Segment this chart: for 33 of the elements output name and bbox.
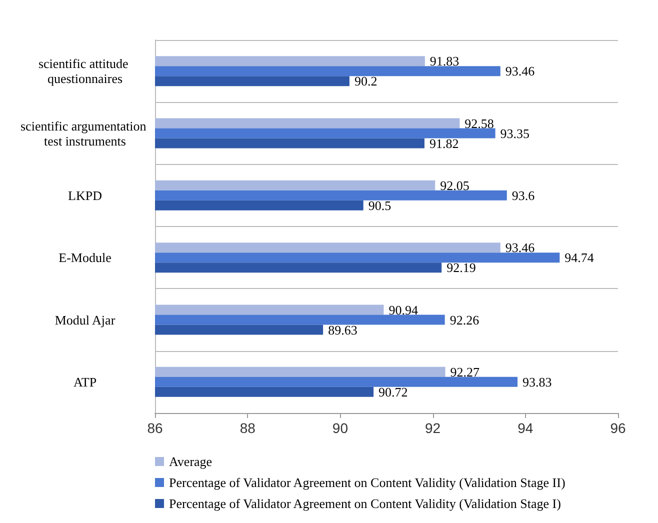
- data-label: 92.26: [450, 312, 480, 328]
- y-tick-label: LKPD: [68, 188, 102, 203]
- x-tick-label: 86: [147, 420, 163, 436]
- data-label: 93.35: [500, 126, 530, 141]
- data-label: 90.72: [378, 384, 408, 400]
- data-label: 93.83: [522, 374, 552, 390]
- data-label: 93.6: [512, 188, 536, 203]
- x-tick-label: 94: [518, 420, 534, 436]
- x-tick-label: 88: [240, 420, 256, 436]
- data-label: 94.74: [564, 250, 594, 266]
- y-tick-label: Modul Ajar: [54, 312, 116, 328]
- data-label: 92.58: [464, 116, 494, 131]
- data-label: 92.05: [440, 178, 470, 193]
- x-tick-label: 92: [425, 420, 441, 436]
- data-label: 93.46: [505, 240, 536, 256]
- x-tick-label: 96: [610, 420, 626, 436]
- data-label: 90.94: [388, 302, 418, 318]
- data-label: 93.46: [505, 64, 536, 79]
- data-label: 89.63: [328, 322, 358, 338]
- data-label: 90.2: [354, 74, 378, 89]
- y-tick-label: scientific argumentation test instruments: [20, 118, 150, 148]
- legend-label: Percentage of Validator Agreement on Content Validity (Validation Stage II): [169, 475, 566, 490]
- y-tick-label: E-Module: [58, 250, 112, 266]
- x-tick-label: 90: [332, 420, 348, 436]
- legend-label: Percentage of Validator Agreement on Content Validity (Validation Stage I): [169, 496, 561, 511]
- y-tick-label: scientific attitude questionnaires: [38, 56, 132, 86]
- legend-label: Average: [169, 454, 212, 469]
- data-label: 92.27: [450, 364, 480, 380]
- y-tick-label: ATP: [73, 374, 97, 390]
- data-label: 91.83: [430, 54, 460, 69]
- data-label: 92.19: [446, 260, 476, 276]
- data-label: 91.82: [429, 136, 459, 151]
- data-label: 90.5: [368, 198, 392, 213]
